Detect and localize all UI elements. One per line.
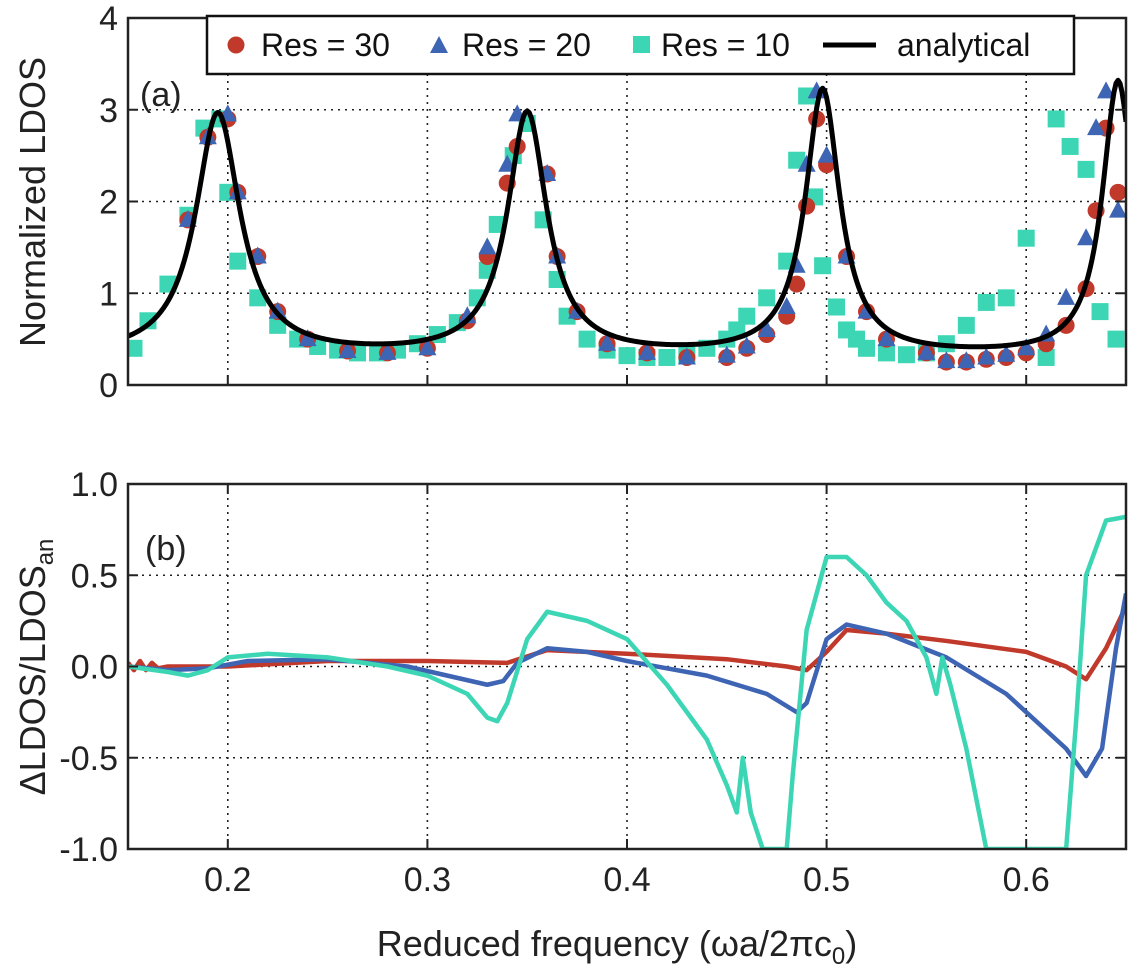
point-res-10 bbox=[1047, 110, 1065, 128]
legend-res20-marker bbox=[430, 36, 448, 53]
point-res-10 bbox=[1061, 137, 1079, 155]
point-res-20 bbox=[418, 338, 437, 356]
point-res-20 bbox=[598, 333, 617, 351]
y-tick-label: 4 bbox=[99, 0, 118, 38]
point-res-20 bbox=[757, 319, 776, 337]
x-axis-label-sub: 0 bbox=[832, 943, 845, 970]
point-res-10 bbox=[814, 257, 832, 275]
x-tick-label: 0.4 bbox=[603, 861, 650, 899]
y-tick-label: 0 bbox=[99, 367, 118, 405]
x-axis-label: Reduced frequency (ωa/2πc0) bbox=[377, 923, 858, 970]
point-res-20 bbox=[957, 351, 976, 369]
x-tick-label: 0.6 bbox=[1003, 861, 1050, 899]
series-res-10 bbox=[128, 87, 1125, 366]
y-tick-label: 3 bbox=[99, 92, 118, 130]
point-res-30 bbox=[1109, 183, 1126, 201]
legend-res30-marker bbox=[227, 36, 245, 54]
point-res-10 bbox=[858, 339, 876, 357]
point-res-10 bbox=[1107, 330, 1125, 348]
point-res-20 bbox=[977, 347, 996, 365]
point-res-20 bbox=[1077, 228, 1096, 246]
panel-a-data bbox=[128, 77, 1126, 371]
panel-b-y-axis-label-sub: an bbox=[32, 539, 59, 566]
y-tick-label: 2 bbox=[99, 184, 118, 222]
point-res-10 bbox=[1017, 229, 1035, 247]
panel-a: 0 1 2 3 4 (a) Normalized LDOS Res = 30 Res =… bbox=[12, 0, 1128, 405]
legend-analytical-label: analytical bbox=[897, 27, 1030, 63]
point-res-20 bbox=[478, 237, 497, 255]
point-res-20 bbox=[877, 329, 896, 347]
legend: Res = 30 Res = 20 Res = 10 analytical bbox=[205, 14, 1076, 76]
line-res-20 bbox=[128, 593, 1126, 779]
panel-b: -1.0 -0.5 0.0 0.5 1.0 0.2 0.3 0.4 0.5 0.6 (b) ΔLD… bbox=[12, 466, 1128, 970]
panel-b-label: (b) bbox=[145, 530, 187, 568]
point-res-20 bbox=[298, 329, 317, 347]
panel-a-grid bbox=[128, 18, 1126, 385]
point-res-20 bbox=[338, 341, 357, 359]
point-res-20 bbox=[378, 342, 397, 360]
panel-b-y-axis-label-main: ΔLDOS/LDOS bbox=[12, 565, 53, 795]
point-res-30 bbox=[788, 275, 806, 293]
point-res-10 bbox=[977, 293, 995, 311]
point-res-20 bbox=[777, 297, 796, 315]
point-res-20 bbox=[937, 351, 956, 369]
panel-a-label: (a) bbox=[140, 76, 182, 114]
legend-res30-label: Res = 30 bbox=[261, 27, 390, 63]
point-res-10 bbox=[1091, 303, 1109, 321]
point-res-20 bbox=[637, 342, 656, 360]
point-res-10 bbox=[618, 347, 636, 365]
point-res-20 bbox=[1097, 81, 1116, 99]
y-tick-label: 0.5 bbox=[71, 557, 118, 595]
legend-res10-marker bbox=[633, 36, 650, 53]
x-tick-label: 0.2 bbox=[204, 861, 251, 899]
point-res-20 bbox=[1057, 287, 1076, 305]
line-res-30 bbox=[128, 605, 1126, 682]
series-res-20 bbox=[178, 81, 1126, 369]
point-res-10 bbox=[229, 252, 247, 270]
point-res-10 bbox=[1077, 160, 1095, 178]
point-res-10 bbox=[738, 307, 756, 325]
y-tick-label: 1 bbox=[99, 275, 118, 313]
point-res-20 bbox=[917, 342, 936, 360]
point-res-10 bbox=[877, 344, 895, 362]
legend-res10-label: Res = 10 bbox=[661, 27, 790, 63]
point-res-20 bbox=[717, 345, 736, 363]
panel-a-y-axis-label: Normalized LDOS bbox=[12, 57, 53, 347]
y-tick-label: -1.0 bbox=[59, 831, 118, 869]
y-tick-label: 1.0 bbox=[71, 466, 118, 504]
series-analytical-line bbox=[128, 77, 1126, 350]
series-res-30 bbox=[179, 110, 1126, 371]
legend-res20-label: Res = 20 bbox=[462, 27, 591, 63]
panel-b-ticks: -1.0 -0.5 0.0 0.5 1.0 0.2 0.3 0.4 0.5 0.6 bbox=[59, 466, 1126, 899]
x-tick-label: 0.5 bbox=[803, 861, 850, 899]
x-tick-label: 0.3 bbox=[404, 861, 451, 899]
point-res-10 bbox=[788, 151, 806, 169]
point-res-20 bbox=[1109, 200, 1126, 218]
point-res-20 bbox=[1017, 338, 1036, 356]
panel-b-y-axis-label: ΔLDOS/LDOSan bbox=[12, 539, 59, 796]
point-res-10 bbox=[798, 87, 816, 105]
point-res-10 bbox=[957, 316, 975, 334]
panel-b-data bbox=[128, 514, 1126, 849]
point-res-20 bbox=[1087, 118, 1106, 136]
y-tick-label: -0.5 bbox=[59, 740, 118, 778]
point-res-20 bbox=[997, 344, 1016, 362]
point-res-20 bbox=[677, 347, 696, 365]
point-res-10 bbox=[128, 339, 143, 357]
point-res-10 bbox=[1037, 348, 1055, 366]
x-axis-label-end: ) bbox=[845, 923, 857, 964]
point-res-10 bbox=[997, 289, 1015, 307]
point-res-10 bbox=[828, 298, 846, 316]
y-tick-label: 0.0 bbox=[71, 649, 118, 687]
point-res-10 bbox=[897, 346, 915, 364]
x-axis-label-main: Reduced frequency (ωa/2πc bbox=[377, 923, 832, 964]
point-res-10 bbox=[758, 289, 776, 307]
point-res-10 bbox=[658, 348, 676, 366]
line-res-10 bbox=[128, 514, 1126, 849]
point-res-20 bbox=[817, 145, 836, 163]
point-res-10 bbox=[578, 330, 596, 348]
point-res-20 bbox=[737, 336, 756, 354]
